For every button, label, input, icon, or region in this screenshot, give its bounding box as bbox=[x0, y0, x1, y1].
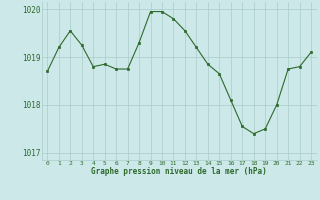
X-axis label: Graphe pression niveau de la mer (hPa): Graphe pression niveau de la mer (hPa) bbox=[91, 167, 267, 176]
